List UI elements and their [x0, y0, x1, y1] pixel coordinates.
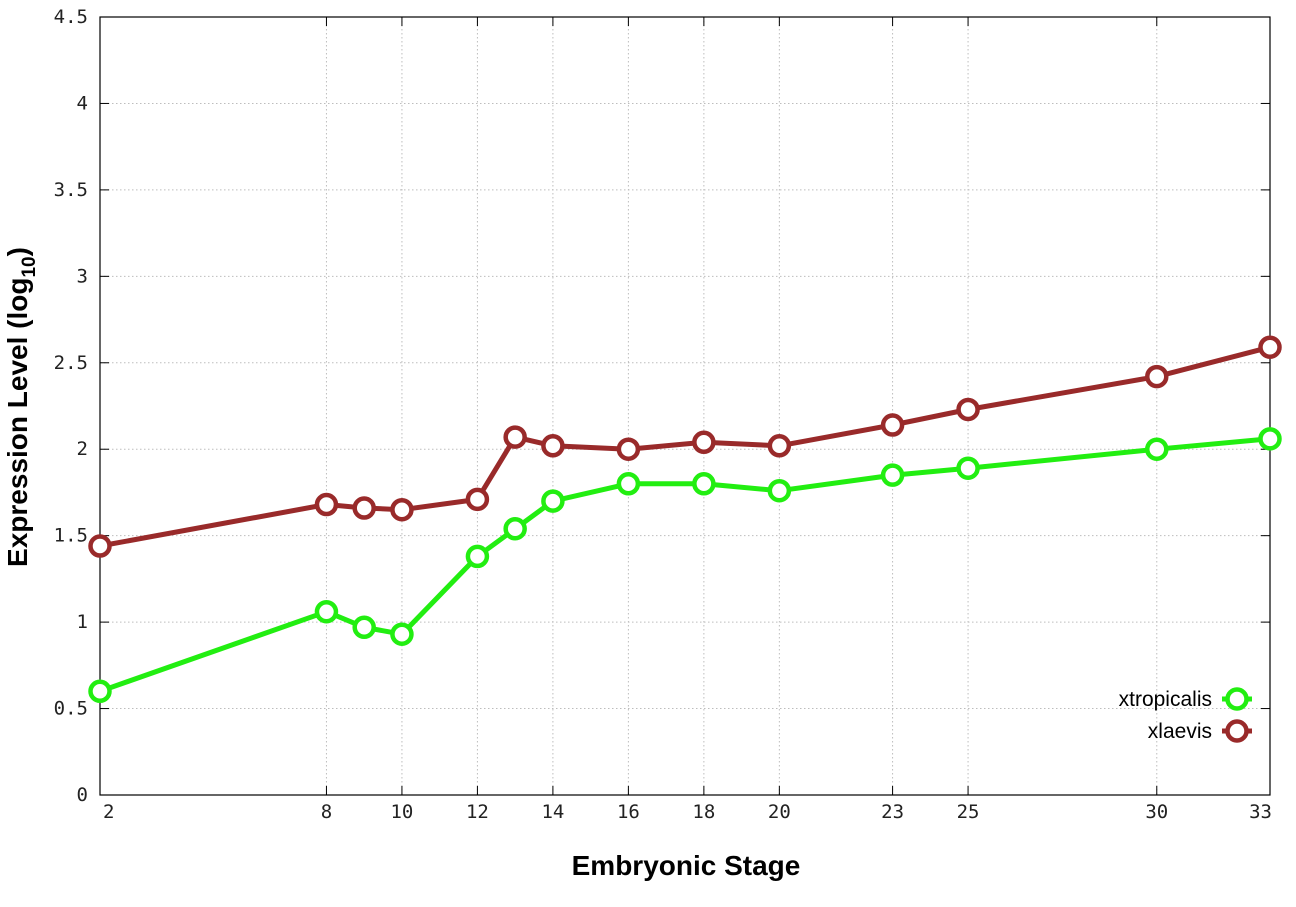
data-point-xtropicalis [1145, 437, 1169, 461]
series-line-xlaevis [97, 344, 1273, 549]
y-tick-label: 1 [77, 611, 88, 633]
series-group [88, 335, 1282, 704]
data-point-xtropicalis [692, 472, 716, 496]
data-point-xtropicalis [503, 517, 527, 541]
data-point-xtropicalis [465, 544, 490, 569]
data-point-xlaevis [1258, 335, 1282, 359]
plot-frame [99, 16, 1271, 796]
legend: xtropicalis xlaevis [1119, 687, 1252, 743]
data-point-xtropicalis [314, 599, 339, 624]
y-axis-title-close: ) [2, 247, 33, 256]
y-tick-label: 4.5 [54, 6, 88, 28]
data-point-xlaevis [352, 496, 376, 520]
data-point-xtropicalis [1258, 427, 1282, 451]
y-tick-label: 0.5 [54, 698, 88, 720]
legend-swatch-marker-xtropicalis [1225, 687, 1249, 711]
data-point-xlaevis [541, 434, 565, 458]
data-point-xlaevis [767, 434, 792, 458]
x-tick-label: 18 [692, 801, 715, 823]
data-point-xlaevis [616, 437, 641, 461]
axes: 0 0.5 1 1.5 2 2.5 3 3.5 4 4.5 2 8 10 12 14 16 18 20 23 25 30… [54, 6, 1272, 823]
y-tick-label: 2.5 [54, 352, 88, 374]
legend-label-xtropicalis: xtropicalis [1119, 688, 1212, 711]
y-tick-label: 3.5 [54, 179, 88, 201]
y-tick-label: 4 [77, 92, 88, 114]
series-line-xtropicalis [97, 436, 1273, 694]
x-tick-label: 2 [103, 801, 114, 823]
y-tick-label: 0 [77, 784, 88, 806]
data-point-xlaevis [956, 397, 980, 422]
data-point-xtropicalis [390, 622, 414, 646]
data-point-xtropicalis [956, 456, 980, 480]
x-tick-label: 20 [768, 801, 791, 823]
data-point-xlaevis [880, 413, 905, 437]
data-point-xtropicalis [88, 679, 112, 704]
y-tick-label: 2 [77, 438, 88, 460]
x-tick-label: 12 [466, 801, 489, 823]
data-point-xlaevis [88, 534, 112, 558]
data-point-xtropicalis [880, 463, 905, 487]
x-tick-label: 10 [390, 801, 413, 823]
x-tick-label: 14 [541, 801, 564, 823]
x-tick-label: 30 [1145, 801, 1168, 823]
x-axis-title: Embryonic Stage [572, 850, 801, 881]
legend-swatch-marker-xlaevis [1225, 719, 1249, 743]
x-tick-label: 33 [1249, 801, 1272, 823]
grid [100, 17, 1270, 795]
x-tick-label: 16 [617, 801, 640, 823]
y-axis-title-main: Expression Level (log [2, 278, 33, 567]
x-tick-label: 8 [321, 801, 332, 823]
data-point-xlaevis [314, 492, 339, 517]
y-axis-title: Expression Level (log10) [2, 247, 40, 567]
legend-label-xlaevis: xlaevis [1148, 720, 1212, 743]
data-point-xlaevis [465, 487, 490, 512]
data-point-xtropicalis [352, 615, 376, 640]
data-point-xtropicalis [767, 478, 792, 503]
x-tick-label: 25 [957, 801, 980, 823]
y-tick-label: 1.5 [54, 525, 88, 547]
data-point-xlaevis [503, 425, 527, 449]
y-tick-label: 3 [77, 265, 88, 287]
data-point-xlaevis [390, 497, 414, 522]
x-tick-label: 23 [881, 801, 904, 823]
data-point-xlaevis [1145, 364, 1169, 389]
data-point-xtropicalis [616, 472, 641, 496]
y-axis-title-subscript: 10 [19, 256, 40, 277]
data-point-xlaevis [692, 430, 716, 455]
data-point-xtropicalis [541, 489, 565, 513]
